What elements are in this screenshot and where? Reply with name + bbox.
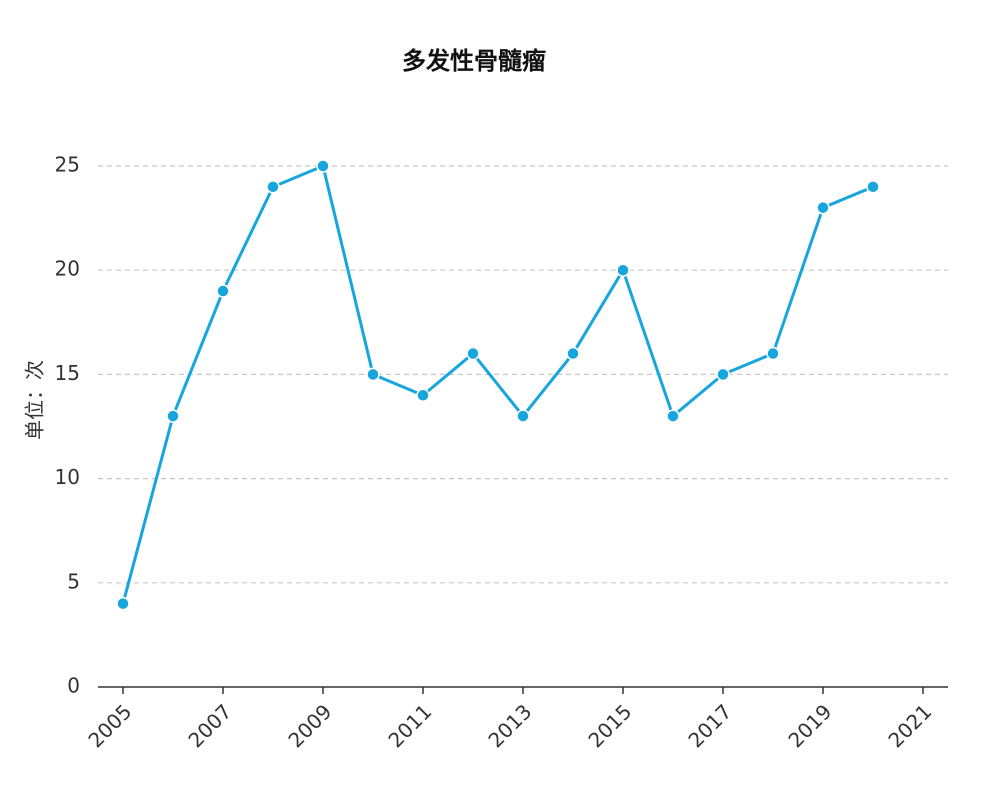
- data-point: [216, 284, 230, 298]
- data-point: [366, 367, 380, 382]
- data-line: [121, 164, 874, 605]
- data-point: [816, 200, 830, 215]
- y-tick-label: 0: [67, 674, 80, 698]
- data-point: [866, 180, 880, 194]
- data-point: [416, 388, 430, 402]
- x-tick-label: 2017: [683, 699, 736, 752]
- x-tick-label: 2011: [383, 699, 436, 752]
- data-point: [116, 596, 130, 611]
- y-axis-label: 单位：次: [23, 360, 47, 440]
- y-tick-label: 5: [67, 569, 80, 593]
- y-tick-label: 15: [55, 361, 80, 385]
- data-point: [466, 346, 480, 361]
- data-point: [766, 346, 780, 361]
- y-tick-label: 20: [55, 257, 80, 281]
- data-point: [166, 409, 180, 423]
- x-tick-label: 2021: [883, 699, 936, 752]
- y-tick-label: 10: [55, 465, 80, 489]
- data-point: [566, 346, 580, 361]
- data-point: [666, 409, 680, 423]
- x-tick-label: 2015: [583, 699, 636, 752]
- data-point: [716, 367, 730, 382]
- chart-title: 多发性骨髓瘤: [402, 47, 546, 75]
- x-tick-label: 2005: [83, 699, 136, 752]
- x-tick-label: 2013: [483, 699, 536, 752]
- y-tick-label: 25: [55, 153, 80, 177]
- x-tick-label: 2019: [783, 699, 836, 752]
- x-tick-label: 2007: [183, 699, 236, 752]
- data-point: [316, 159, 330, 173]
- x-tick-label: 2009: [283, 699, 336, 752]
- data-point: [516, 409, 530, 423]
- data-point: [266, 180, 280, 194]
- data-point: [616, 263, 630, 277]
